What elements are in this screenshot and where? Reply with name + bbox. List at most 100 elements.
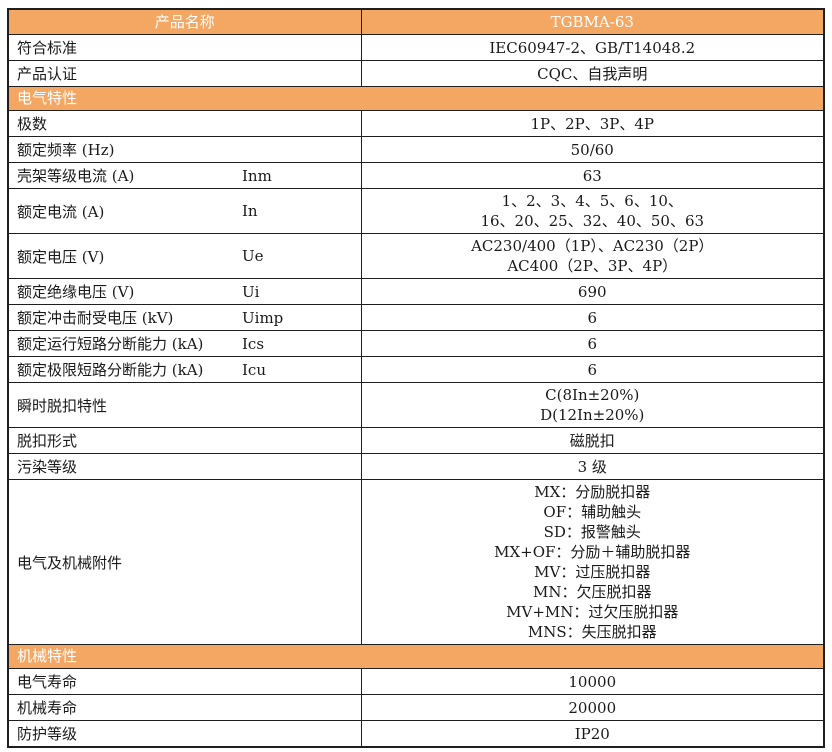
row-label-cell: 瞬时脱扣特性 [7,382,362,428]
section-title: 电气特性 [7,86,825,111]
row-symbol: Uimp [242,308,284,327]
row-value-cell: 690 [360,278,825,305]
row-value-cell: 1P、2P、3P、4P [360,110,825,137]
row-label-cell: 额定电压 (V) Ue [7,233,362,279]
row-value-line: OF：辅助触头 [543,503,642,521]
table-row: 壳架等级电流 (A) Inm 63 [7,162,825,189]
row-label-cell: 产品认证 [7,60,362,87]
product-name-header: 产品名称 [7,8,362,35]
product-header-row: 产品名称 TGBMA-63 [7,8,825,35]
row-value-cell: 20000 [360,694,825,721]
table-row: 额定绝缘电压 (V) Ui 690 [7,278,825,305]
row-symbol: In [242,202,258,220]
row-value-line: 磁脱扣 [569,431,615,450]
row-value-line: SD：报警触头 [543,523,641,541]
table-row: 极数 1P、2P、3P、4P [7,110,825,137]
section-header-row: 机械特性 [7,644,825,669]
row-value-cell: C(8In±20%) D(12In±20%) [360,382,825,428]
section-title: 机械特性 [7,644,825,669]
row-label: 额定频率 (Hz) [17,141,115,159]
row-label-cell: 防护等级 [7,720,362,748]
row-value-cell: 10000 [360,668,825,695]
table-row: 产品认证 CQC、自我声明 [7,60,825,87]
table-row: 额定电流 (A) In 1、2、3、4、5、6、10、 16、20、25、32、40、… [7,188,825,234]
row-value-line: 3 级 [577,457,607,476]
row-label: 脱扣形式 [17,432,78,450]
row-value-line: 20000 [568,698,617,717]
row-value-line: D(12In±20%) [540,406,645,424]
row-value-line: CQC、自我声明 [537,64,648,83]
section-header-row: 电气特性 [7,86,825,111]
table-row: 电气寿命 10000 [7,668,825,695]
table-row: 电气及机械附件 MX：分励脱扣器 OF：辅助触头 SD：报警触头 MX+OF：分励＋辅助… [7,479,825,645]
row-value-cell: 6 [360,330,825,357]
row-label-cell: 污染等级 [7,453,362,480]
row-symbol: Ui [242,282,260,301]
row-value-cell: 50/60 [360,136,825,163]
table-row: 额定运行短路分断能力 (kA) Ics 6 [7,330,825,357]
row-label: 额定运行短路分断能力 (kA) [17,335,204,353]
row-symbol: Ics [242,334,265,353]
row-value-line: 6 [587,360,598,379]
row-value-line: MN：欠压脱扣器 [533,583,652,601]
row-value-cell: 63 [360,162,825,189]
row-value-line: MX+OF：分励＋辅助脱扣器 [494,543,691,561]
row-value-line: MV+MN：过欠压脱扣器 [506,603,679,621]
row-value-cell: IP20 [360,720,825,748]
row-value-cell: 1、2、3、4、5、6、10、 16、20、25、32、40、50、63 [360,188,825,234]
row-value-line: C(8In±20%) [545,386,640,404]
row-label: 额定绝缘电压 (V) [17,283,135,301]
table-row: 污染等级 3 级 [7,453,825,480]
row-label-cell: 电气寿命 [7,668,362,695]
row-value-line: 690 [577,282,607,301]
row-symbol: Ue [242,247,264,265]
row-label-cell: 额定绝缘电压 (V) Ui [7,278,362,305]
row-value-cell: 6 [360,356,825,383]
row-symbol: Icu [242,360,266,379]
row-label-cell: 符合标准 [7,34,362,61]
row-value-line: 50/60 [570,140,614,159]
row-label: 额定电压 (V) [17,247,105,266]
row-label-cell: 额定电流 (A) In [7,188,362,234]
row-value-line: 1、2、3、4、5、6、10、 [501,192,683,210]
row-label: 额定极限短路分断能力 (kA) [17,361,204,379]
row-symbol: Inm [242,166,272,185]
row-value-line: 6 [587,308,598,327]
table-row: 额定电压 (V) Ue AC230/400（1P）、AC230（2P） AC400（2… [7,233,825,279]
row-value-line: IP20 [574,724,610,743]
table-row: 额定极限短路分断能力 (kA) Icu 6 [7,356,825,383]
row-value-line: IEC60947-2、GB/T14048.2 [489,38,696,57]
row-label: 壳架等级电流 (A) [17,167,135,185]
row-value-line: MX：分励脱扣器 [534,483,651,501]
row-label-cell: 额定频率 (Hz) [7,136,362,163]
table-row: 额定频率 (Hz) 50/60 [7,136,825,163]
row-label-cell: 电气及机械附件 [7,479,362,645]
table-row: 额定冲击耐受电压 (kV) Uimp 6 [7,304,825,331]
row-value-line: 10000 [568,672,617,691]
row-value-cell: 6 [360,304,825,331]
table-row: 符合标准 IEC60947-2、GB/T14048.2 [7,34,825,61]
row-value-cell: 磁脱扣 [360,427,825,454]
row-label-cell: 额定运行短路分断能力 (kA) Ics [7,330,362,357]
row-label: 电气及机械附件 [17,553,123,572]
row-value-line: 6 [587,334,598,353]
row-value-line: 16、20、25、32、40、50、63 [480,212,705,230]
row-value-line: 63 [582,166,602,185]
row-label: 电气寿命 [17,673,78,691]
row-value-cell: 3 级 [360,453,825,480]
row-value-line: MV：过压脱扣器 [534,563,651,581]
row-value-line: AC400（2P、3P、4P） [507,257,678,275]
product-model-value: TGBMA-63 [360,8,825,35]
row-label: 额定冲击耐受电压 (kV) [17,309,174,327]
row-label-cell: 机械寿命 [7,694,362,721]
table-row: 脱扣形式 磁脱扣 [7,427,825,454]
row-label-cell: 额定冲击耐受电压 (kV) Uimp [7,304,362,331]
row-label: 额定电流 (A) [17,202,105,221]
row-value-line: MNS：失压脱扣器 [527,623,657,641]
row-label-cell: 壳架等级电流 (A) Inm [7,162,362,189]
row-value-cell: MX：分励脱扣器 OF：辅助触头 SD：报警触头 MX+OF：分励＋辅助脱扣器 MV：过… [360,479,825,645]
table-row: 机械寿命 20000 [7,694,825,721]
row-label: 符合标准 [17,39,78,57]
row-label: 产品认证 [17,65,78,83]
